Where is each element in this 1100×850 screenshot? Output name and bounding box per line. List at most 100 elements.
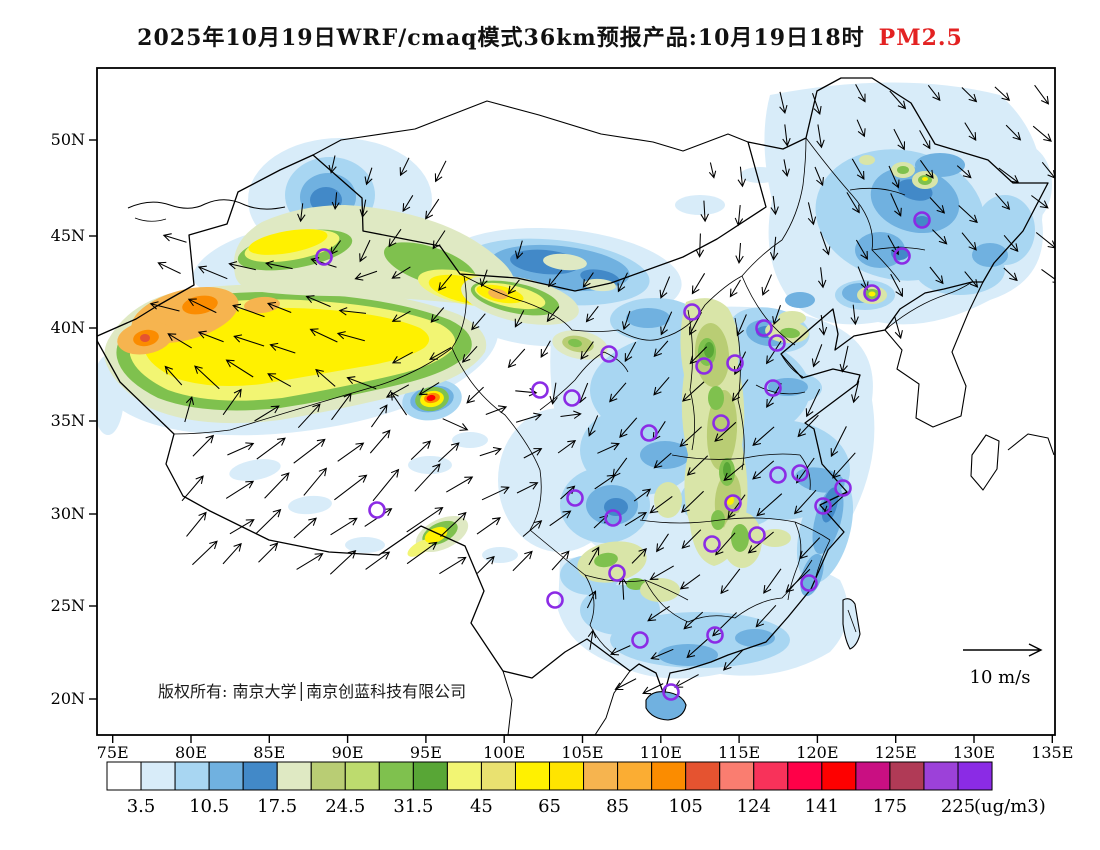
wind-arrow — [476, 555, 495, 574]
colorbar-tick-label: 17.5 — [257, 796, 297, 817]
city-marker — [703, 535, 721, 553]
wind-arrow — [855, 84, 866, 103]
wind-arrow — [399, 157, 410, 177]
colorbar-swatch — [344, 761, 380, 791]
wind-arrow — [354, 270, 378, 281]
lon-label: 110E — [640, 743, 682, 762]
wind-arrow — [720, 568, 741, 595]
wind-arrow — [660, 311, 673, 336]
wind-arrow — [929, 197, 946, 214]
contour-fill — [759, 529, 791, 547]
wind-arrow — [772, 305, 781, 326]
wind-arrow — [919, 130, 931, 150]
wind-arrow — [264, 472, 290, 499]
wind-arrow — [832, 452, 856, 479]
wind-arrow — [689, 346, 708, 365]
wind-arrow — [659, 276, 671, 299]
wind-arrow — [370, 404, 388, 428]
colorbar-swatch — [719, 761, 755, 791]
lon-label: 95E — [410, 743, 442, 762]
city-marker — [315, 248, 333, 266]
colorbar-swatch — [106, 761, 142, 791]
contour-fill — [140, 334, 150, 342]
wind-arrow — [633, 488, 652, 502]
colorbar-swatch — [787, 761, 823, 791]
wind-arrow — [890, 273, 903, 298]
border-line — [671, 453, 801, 460]
wind-arrow — [998, 167, 1020, 184]
wind-arrow — [364, 167, 373, 186]
border-line — [884, 281, 973, 331]
wind-arrow — [708, 162, 717, 179]
city-marker — [814, 497, 832, 515]
contour-fill — [778, 311, 806, 325]
wind-arrow — [255, 508, 282, 535]
wind-arrow — [523, 448, 543, 459]
colorbar-swatch — [957, 761, 993, 791]
wind-arrow — [297, 403, 321, 429]
wind-arrow — [303, 467, 328, 496]
wind-arrow — [731, 379, 749, 402]
contour-fill — [452, 432, 488, 448]
wind-arrow — [402, 195, 414, 213]
wind-arrow — [756, 493, 783, 517]
wind-arrow — [514, 310, 525, 328]
wind-arrow — [1041, 268, 1055, 283]
colorbar-tick-label: 31.5 — [393, 796, 433, 817]
wind-arrow — [1005, 124, 1022, 141]
wind-arrow — [761, 274, 772, 296]
wind-arrow — [893, 128, 906, 151]
contour-fill — [594, 552, 618, 568]
border-line — [780, 353, 804, 378]
colorbar-swatch — [208, 761, 244, 791]
wind-arrow — [391, 310, 411, 322]
wind-arrow — [763, 568, 782, 594]
border-line — [539, 351, 629, 411]
wind-arrow — [700, 200, 709, 223]
wind-arrow — [229, 519, 255, 535]
lon-label: 125E — [875, 743, 917, 762]
wind-arrow — [586, 590, 597, 609]
wind-arrow — [814, 166, 824, 187]
wind-arrow — [735, 242, 744, 265]
wind-arrow — [752, 460, 775, 480]
title-text: 2025年10月19日WRF/cmaq模式36km预报产品:10月19日18时 — [137, 25, 865, 51]
wind-arrow — [439, 556, 467, 575]
contour-fill — [723, 462, 731, 478]
wind-arrow — [597, 442, 620, 454]
wind-arrow — [197, 265, 228, 280]
wind-arrow — [624, 512, 648, 527]
border-line — [755, 384, 806, 395]
colorbar-swatch — [412, 761, 448, 791]
colorbar-swatch — [174, 761, 210, 791]
wind-arrow — [799, 537, 821, 560]
wind-arrow — [164, 365, 183, 386]
wind-arrow — [225, 480, 255, 499]
lon-label: 135E — [1031, 743, 1073, 762]
lat-label: 50N — [51, 130, 85, 149]
contour-fill — [626, 308, 670, 328]
contour-fill — [897, 166, 909, 174]
wind-arrow — [850, 304, 859, 326]
colorbar-swatch — [378, 761, 414, 791]
wind-arrow — [346, 376, 377, 390]
wind-arrow — [388, 228, 402, 248]
wind-arrow — [631, 548, 647, 564]
wind-arrow — [481, 486, 510, 501]
wind-arrow — [546, 306, 560, 323]
wind-reference-label: 10 m/s — [970, 667, 1031, 688]
wind-arrow — [359, 199, 368, 219]
wind-arrow — [197, 330, 224, 343]
wind-arrow — [269, 342, 296, 354]
wind-arrow — [507, 348, 526, 369]
wind-arrow — [297, 203, 306, 223]
wind-arrow — [184, 396, 195, 423]
wind-reference-arrow — [963, 643, 1043, 657]
wind-arrow — [653, 452, 672, 469]
wind-arrow — [681, 529, 702, 549]
wind-arrow — [679, 426, 702, 448]
contour-fill — [740, 167, 780, 183]
lat-label: 25N — [51, 596, 85, 615]
contour-fill — [580, 585, 660, 635]
wind-arrow — [507, 279, 520, 295]
